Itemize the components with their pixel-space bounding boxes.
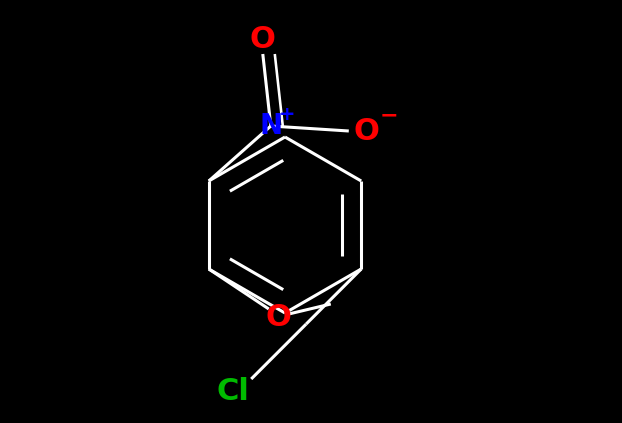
Text: Cl: Cl: [217, 376, 249, 406]
Text: O: O: [250, 25, 276, 55]
Text: +: +: [279, 104, 295, 124]
Text: N: N: [259, 112, 282, 140]
Text: O: O: [266, 302, 292, 332]
Text: −: −: [379, 105, 398, 125]
Text: O: O: [354, 116, 379, 146]
